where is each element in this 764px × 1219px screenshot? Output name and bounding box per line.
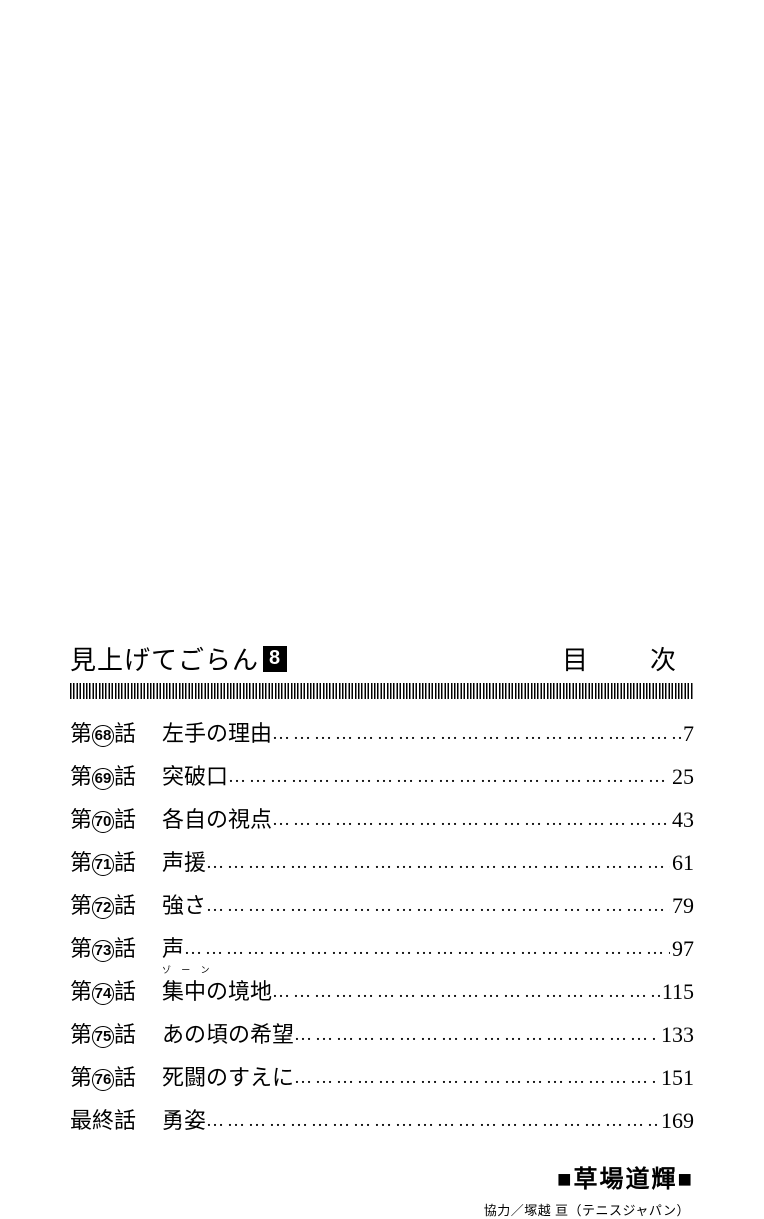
chapter-number: 72 <box>92 897 114 919</box>
chapter-prefix: 第 <box>70 850 92 875</box>
chapter-number: 73 <box>92 940 114 962</box>
book-title: 見上げてごらん 8 <box>70 640 287 677</box>
chapter-label: 第73話 <box>70 932 162 965</box>
leader-dots: ………………………………………………………………………………………………………… <box>206 892 670 919</box>
chapter-suffix: 話 <box>114 721 136 746</box>
chapter-prefix: 第 <box>70 1022 92 1047</box>
chapter-title-wrap: 強さ……………………………………………………………………………………………………… <box>162 889 694 922</box>
page-number: 151 <box>659 1061 694 1094</box>
leader-dots: ………………………………………………………………………………………………………… <box>272 806 670 833</box>
chapter-title: 声援 <box>162 846 206 879</box>
chapter-title-wrap: 勇姿……………………………………………………………………………………………………… <box>162 1104 694 1137</box>
credit-line: 協力／塚越 亘（テニスジャパン） <box>70 1200 694 1219</box>
leader-dots: ………………………………………………………………………………………………………… <box>184 935 670 962</box>
leader-dots: ………………………………………………………………………………………………………… <box>272 720 681 747</box>
page-number: 133 <box>659 1018 694 1051</box>
page-number: 169 <box>659 1104 694 1137</box>
leader-dots: ………………………………………………………………………………………………………… <box>294 1064 659 1091</box>
chapter-suffix: 話 <box>114 1022 136 1047</box>
chapter-prefix: 第 <box>70 807 92 832</box>
chapter-title: 勇姿 <box>162 1104 206 1137</box>
volume-badge: 8 <box>263 646 287 672</box>
chapter-title: 強さ <box>162 889 206 922</box>
chapter-title-wrap: 死闘のすえに…………………………………………………………………………………………… <box>162 1061 694 1094</box>
chapter-suffix: 話 <box>114 807 136 832</box>
ruby-text: ゾ ー ン <box>162 964 214 978</box>
chapter-title-wrap: 左手の理由……………………………………………………………………………………………… <box>162 717 694 750</box>
toc-row: 最終話勇姿……………………………………………………………………………………………… <box>70 1104 694 1137</box>
toc-row: 第71話声援…………………………………………………………………………………………… <box>70 846 694 879</box>
chapter-label: 第75話 <box>70 1018 162 1051</box>
chapter-suffix: 話 <box>114 979 136 1004</box>
page-number: 61 <box>670 846 694 879</box>
leader-dots: ………………………………………………………………………………………………………… <box>228 763 670 790</box>
chapter-title: 突破口 <box>162 760 228 793</box>
chapter-prefix: 第 <box>70 893 92 918</box>
chapter-label: 第71話 <box>70 846 162 879</box>
chapter-prefix: 第 <box>70 979 92 1004</box>
chapter-title-wrap: 声………………………………………………………………………………………………………… <box>162 932 694 965</box>
leader-dots: ………………………………………………………………………………………………………… <box>206 849 670 876</box>
chapter-title: 声 <box>162 932 184 965</box>
toc-row: 第70話各自の視点…………………………………………………………………………………… <box>70 803 694 836</box>
page-number: 25 <box>670 760 694 793</box>
chapter-number: 76 <box>92 1069 114 1091</box>
page-number: 7 <box>681 717 694 750</box>
divider-barcode <box>70 683 694 699</box>
page-number: 79 <box>670 889 694 922</box>
page-number: 97 <box>670 932 694 965</box>
toc-container: 見上げてごらん 8 目 次 第68話左手の理由……………………………………………… <box>70 640 694 1219</box>
chapter-prefix: 第 <box>70 721 92 746</box>
chapter-title-wrap: 声援……………………………………………………………………………………………………… <box>162 846 694 879</box>
chapter-prefix: 第 <box>70 936 92 961</box>
chapter-label: 第74話 <box>70 975 162 1008</box>
title-text: 見上げてごらん <box>70 640 259 677</box>
chapter-title: ゾ ー ン集中の境地 <box>162 975 272 1008</box>
toc-row: 第75話あの頃の希望………………………………………………………………………………… <box>70 1018 694 1051</box>
toc-row: 第69話突破口………………………………………………………………………………………… <box>70 760 694 793</box>
chapter-label: 第70話 <box>70 803 162 836</box>
toc-row: 第76話死闘のすえに………………………………………………………………………………… <box>70 1061 694 1094</box>
toc-list: 第68話左手の理由…………………………………………………………………………………… <box>70 717 694 1137</box>
chapter-number: 68 <box>92 725 114 747</box>
chapter-suffix: 話 <box>114 936 136 961</box>
chapter-number: 71 <box>92 854 114 876</box>
author-name: ■草場道輝■ <box>70 1159 694 1194</box>
leader-dots: ………………………………………………………………………………………………………… <box>272 978 660 1005</box>
chapter-title: 死闘のすえに <box>162 1061 294 1094</box>
author-block: ■草場道輝■ 協力／塚越 亘（テニスジャパン） <box>70 1159 694 1219</box>
contents-label: 目 次 <box>562 640 694 677</box>
chapter-suffix: 話 <box>114 893 136 918</box>
toc-row: 第68話左手の理由…………………………………………………………………………………… <box>70 717 694 750</box>
chapter-title: あの頃の希望 <box>162 1018 294 1051</box>
chapter-title-wrap: ゾ ー ン集中の境地………………………………………………………………………………… <box>162 975 694 1008</box>
leader-dots: ………………………………………………………………………………………………………… <box>206 1107 659 1134</box>
page-number: 43 <box>670 803 694 836</box>
chapter-title-wrap: あの頃の希望…………………………………………………………………………………………… <box>162 1018 694 1051</box>
chapter-prefix: 第 <box>70 1065 92 1090</box>
chapter-prefix: 第 <box>70 764 92 789</box>
chapter-suffix: 話 <box>114 850 136 875</box>
chapter-label: 第68話 <box>70 717 162 750</box>
leader-dots: ………………………………………………………………………………………………………… <box>294 1021 659 1048</box>
toc-row: 第72話強さ…………………………………………………………………………………………… <box>70 889 694 922</box>
chapter-title-wrap: 突破口…………………………………………………………………………………………………… <box>162 760 694 793</box>
chapter-title: 左手の理由 <box>162 717 272 750</box>
chapter-label: 第72話 <box>70 889 162 922</box>
toc-header: 見上げてごらん 8 目 次 <box>70 640 694 677</box>
chapter-number: 74 <box>92 983 114 1005</box>
chapter-label: 最終話 <box>70 1104 162 1137</box>
chapter-suffix: 話 <box>114 1065 136 1090</box>
toc-row: 第74話ゾ ー ン集中の境地……………………………………………………………………… <box>70 975 694 1008</box>
chapter-title-wrap: 各自の視点……………………………………………………………………………………………… <box>162 803 694 836</box>
chapter-title: 各自の視点 <box>162 803 272 836</box>
chapter-label: 第76話 <box>70 1061 162 1094</box>
chapter-suffix: 話 <box>114 764 136 789</box>
chapter-number: 69 <box>92 768 114 790</box>
chapter-label: 第69話 <box>70 760 162 793</box>
chapter-number: 75 <box>92 1026 114 1048</box>
chapter-number: 70 <box>92 811 114 833</box>
page-number: 115 <box>660 975 694 1008</box>
toc-row: 第73話声……………………………………………………………………………………………… <box>70 932 694 965</box>
